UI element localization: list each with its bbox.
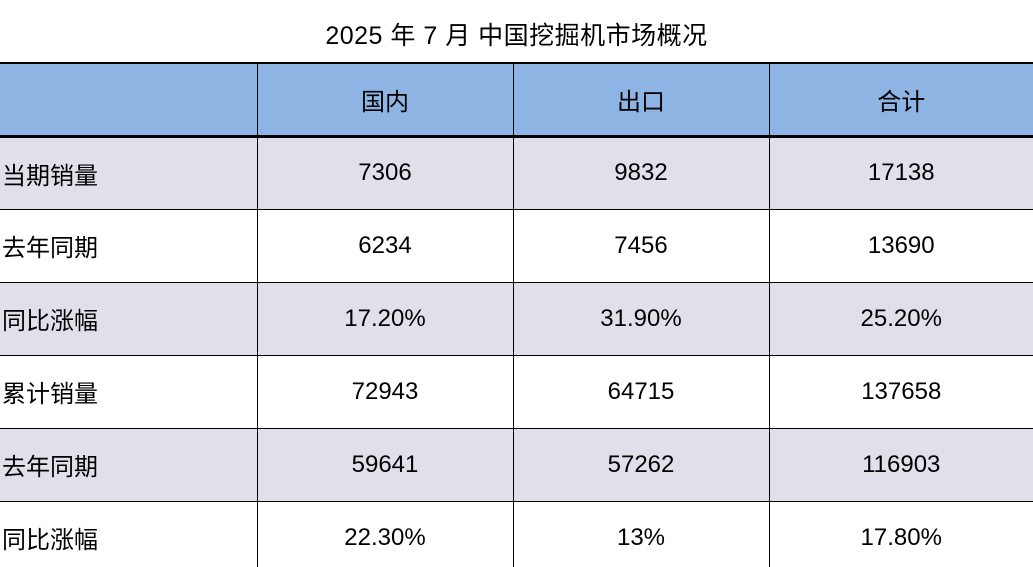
value-cell: 7456 xyxy=(512,208,770,283)
value-cell: 9832 xyxy=(512,135,770,210)
value-cell: 17.80% xyxy=(768,500,1033,567)
table-row: 同比涨幅 17.20% 31.90% 25.20% xyxy=(0,281,1033,356)
table-row: 去年同期 59641 57262 116903 xyxy=(0,427,1033,502)
value-cell: 25.20% xyxy=(768,281,1033,356)
row-label: 去年同期 xyxy=(0,427,258,502)
market-overview-table: 国内 出口 合计 当期销量 7306 9832 17138 去年同期 6234 … xyxy=(0,62,1033,567)
value-cell: 64715 xyxy=(512,354,770,429)
table-row: 去年同期 6234 7456 13690 xyxy=(0,208,1033,283)
value-cell: 72943 xyxy=(256,354,514,429)
column-header-export: 出口 xyxy=(512,62,770,138)
row-label: 同比涨幅 xyxy=(0,500,258,567)
value-cell: 116903 xyxy=(768,427,1033,502)
table-row: 累计销量 72943 64715 137658 xyxy=(0,354,1033,429)
value-cell: 59641 xyxy=(256,427,514,502)
column-header-total: 合计 xyxy=(768,62,1033,138)
value-cell: 13% xyxy=(512,500,770,567)
row-label: 去年同期 xyxy=(0,208,258,283)
value-cell: 57262 xyxy=(512,427,770,502)
value-cell: 13690 xyxy=(768,208,1033,283)
column-header-blank xyxy=(0,62,258,138)
row-label: 同比涨幅 xyxy=(0,281,258,356)
value-cell: 17138 xyxy=(768,135,1033,210)
value-cell: 137658 xyxy=(768,354,1033,429)
table-row: 同比涨幅 22.30% 13% 17.80% xyxy=(0,500,1033,567)
row-label: 当期销量 xyxy=(0,135,258,210)
header-row: 国内 出口 合计 xyxy=(0,62,1033,138)
page-title: 2025 年 7 月 中国挖掘机市场概况 xyxy=(325,22,708,50)
row-label: 累计销量 xyxy=(0,354,258,429)
value-cell: 22.30% xyxy=(256,500,514,567)
value-cell: 7306 xyxy=(256,135,514,210)
table-row: 当期销量 7306 9832 17138 xyxy=(0,135,1033,210)
column-header-domestic: 国内 xyxy=(256,62,514,138)
value-cell: 6234 xyxy=(256,208,514,283)
value-cell: 31.90% xyxy=(512,281,770,356)
value-cell: 17.20% xyxy=(256,281,514,356)
